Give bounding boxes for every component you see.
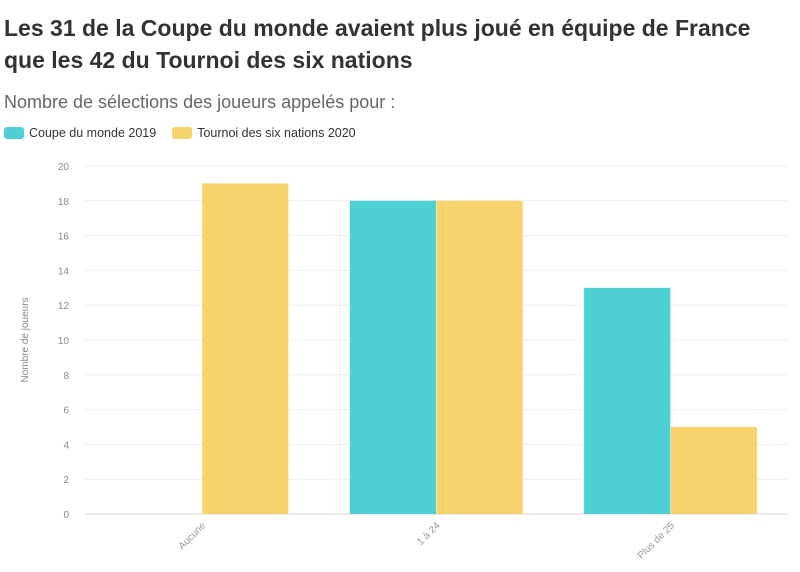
y-tick-label: 12 (58, 301, 70, 312)
legend-item-series-1[interactable]: Tournoi des six nations 2020 (172, 126, 356, 140)
legend-swatch-series-1 (172, 127, 193, 139)
chart-subtitle: Nombre de sélections des joueurs appelés… (4, 92, 396, 112)
y-tick-label: 6 (63, 406, 69, 417)
bar-chart: 0 2 4 6 8 10 12 14 16 18 20 Nombre de joueurs Aucune… (20, 162, 788, 562)
x-tick-label: Aucune (177, 520, 209, 552)
x-tick-label: 1 à 24 (415, 520, 443, 548)
bar-1-0 (349, 200, 436, 515)
legend-item-series-0[interactable]: Coupe du monde 2019 (4, 126, 156, 140)
y-axis-label: Nombre de joueurs (20, 297, 31, 382)
y-tick-label: 2 (63, 475, 69, 486)
bar-0-1 (202, 183, 289, 514)
legend-swatch-series-0 (4, 127, 24, 139)
y-tick-label: 0 (63, 510, 69, 521)
y-tick-label: 18 (58, 197, 70, 208)
chart-title: Les 31 de la Coupe du monde avaient plus… (4, 15, 751, 73)
bar-1-1 (436, 200, 523, 515)
bar-2-0 (584, 287, 671, 514)
legend: Coupe du monde 2019 Tournoi des six nati… (4, 126, 356, 140)
y-tick-label: 20 (58, 162, 70, 173)
legend-label-series-0: Coupe du monde 2019 (29, 126, 157, 140)
y-tick-label: 10 (58, 336, 70, 347)
y-tick-label: 4 (63, 440, 69, 451)
legend-label-series-1: Tournoi des six nations 2020 (197, 126, 356, 140)
bar-2-1 (670, 427, 758, 514)
x-tick-label: Plus de 25 (636, 520, 678, 562)
y-tick-label: 8 (63, 371, 69, 382)
y-tick-label: 14 (58, 266, 70, 277)
y-tick-label: 16 (58, 232, 70, 243)
